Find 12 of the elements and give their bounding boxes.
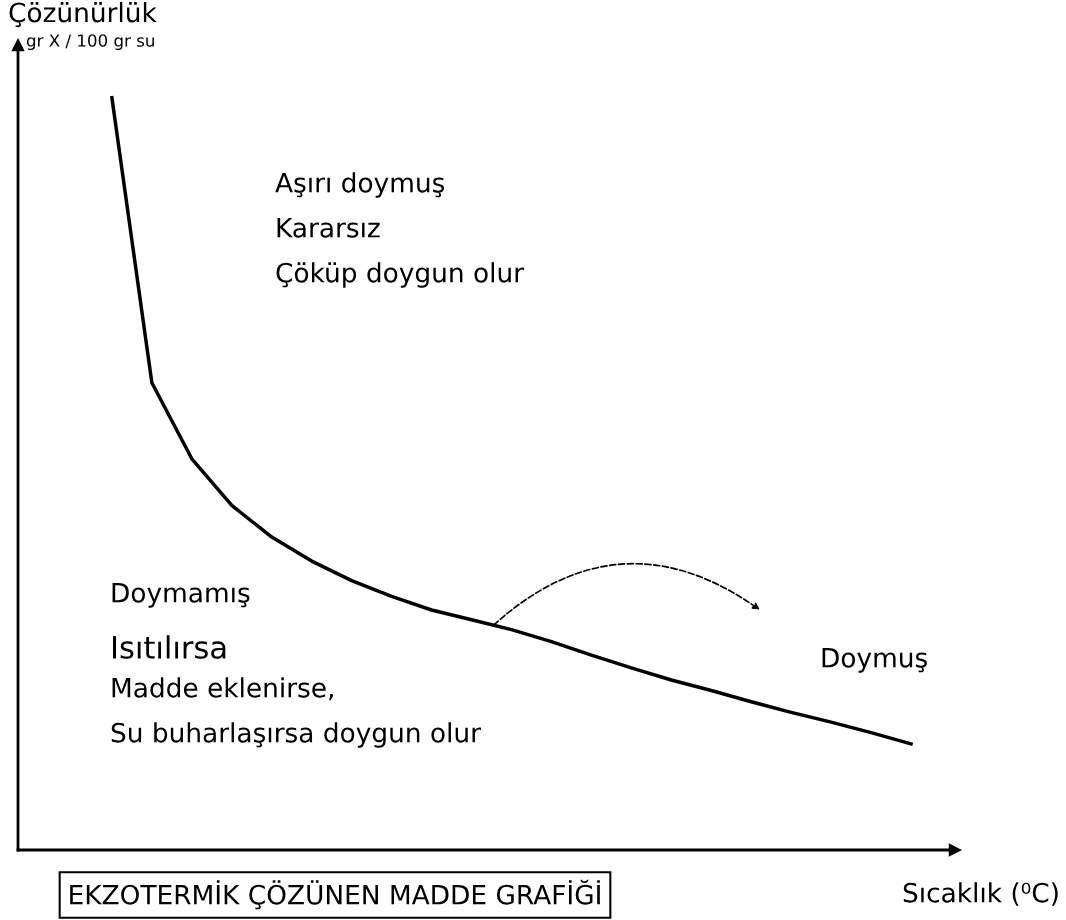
annotation: Doymamış (112, 583, 250, 608)
annotation: Aşırı doymuş (275, 172, 445, 198)
annotation: Kararsız (277, 218, 380, 238)
annotation: Çöküp doygun olur (276, 262, 525, 288)
x-axis-title: Sıcaklık (⁰C) (903, 882, 1058, 906)
y-axis-title: Çözünürlük (9, 2, 157, 28)
text: gr X / 100 gr su (26, 34, 154, 51)
annotation: Isıtılırsa (113, 635, 226, 659)
annotation: Madde eklenirse, (112, 677, 333, 701)
annotation: Su buharlaşırsa doygun olur (111, 722, 481, 748)
text: EKZOTERMİK ÇÖZÜNEN MADDE GRAFİĞİ (70, 879, 600, 910)
annotation: Doymuş (822, 648, 927, 673)
